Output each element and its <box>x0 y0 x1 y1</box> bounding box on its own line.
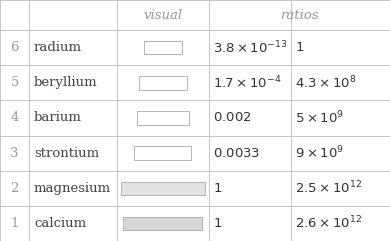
Text: $4.3\times10^{8}$: $4.3\times10^{8}$ <box>295 74 357 91</box>
Text: $0.002$: $0.002$ <box>213 112 252 125</box>
Text: $1$: $1$ <box>295 41 305 54</box>
Text: $2.6\times10^{12}$: $2.6\times10^{12}$ <box>295 215 362 232</box>
Text: barium: barium <box>34 112 82 125</box>
Text: calcium: calcium <box>34 217 86 230</box>
Text: ratios: ratios <box>280 9 319 21</box>
Text: $1$: $1$ <box>213 217 223 230</box>
Text: radium: radium <box>34 41 82 54</box>
Text: strontium: strontium <box>34 147 99 160</box>
Text: 2: 2 <box>11 182 19 195</box>
Text: visual: visual <box>143 9 183 21</box>
Bar <box>121 182 205 195</box>
Text: 6: 6 <box>11 41 19 54</box>
Text: 5: 5 <box>11 76 19 89</box>
Bar <box>139 76 187 89</box>
Text: 1: 1 <box>11 217 19 230</box>
Bar <box>144 41 182 54</box>
Bar <box>135 147 191 160</box>
Bar <box>123 217 202 230</box>
Text: $3.8\times10^{-13}$: $3.8\times10^{-13}$ <box>213 39 288 56</box>
Text: $0.0033$: $0.0033$ <box>213 147 261 160</box>
Text: magnesium: magnesium <box>34 182 111 195</box>
Text: $9\times10^{9}$: $9\times10^{9}$ <box>295 145 344 161</box>
Text: $5\times10^{9}$: $5\times10^{9}$ <box>295 110 344 126</box>
Text: $2.5\times10^{12}$: $2.5\times10^{12}$ <box>295 180 362 197</box>
Bar <box>137 111 189 125</box>
Text: beryllium: beryllium <box>34 76 98 89</box>
Text: 4: 4 <box>11 112 19 125</box>
Text: 3: 3 <box>11 147 19 160</box>
Text: $1$: $1$ <box>213 182 223 195</box>
Text: $1.7\times10^{-4}$: $1.7\times10^{-4}$ <box>213 74 282 91</box>
